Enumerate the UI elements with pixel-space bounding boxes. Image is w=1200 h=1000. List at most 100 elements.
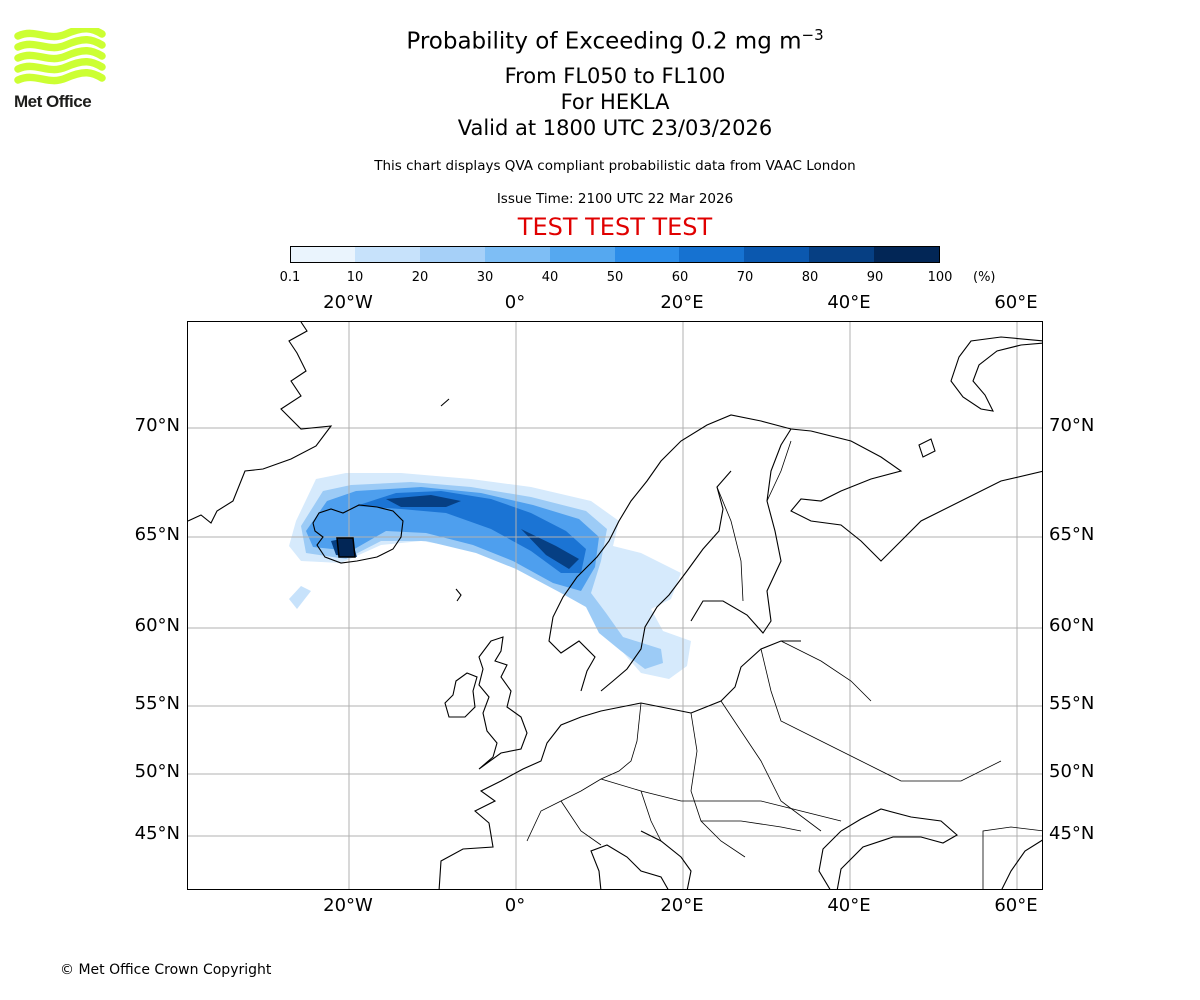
colorbar-tick-label: 0.1 (279, 270, 301, 285)
coast-iceland (312, 504, 404, 564)
colorbar-tick-label: 70 (736, 270, 754, 285)
colorbar-segment (614, 247, 680, 262)
border-1 (526, 702, 642, 842)
logo-wave-2 (14, 36, 106, 52)
border-10 (766, 440, 792, 502)
coast-jan-mayen (440, 398, 450, 407)
lon-label-bottom: 20°E (660, 895, 704, 916)
issue-time: Issue Time: 2100 UTC 22 Mar 2026 (496, 191, 734, 207)
colorbar-tick-label: 30 (476, 270, 494, 285)
coast-baltic (690, 640, 801, 714)
lat-label-left: 60°N (134, 615, 180, 636)
volcano-name: For HEKLA (560, 90, 670, 114)
graticule (188, 322, 1042, 889)
lon-label-top: 60°E (994, 292, 1038, 313)
logo-wave-3 (14, 47, 106, 63)
met-office-waves-icon (14, 25, 106, 85)
coastlines (188, 322, 1042, 889)
map-panel[interactable] (187, 321, 1043, 890)
colorbar-tick-label: 60 (671, 270, 689, 285)
lon-label-bottom: 40°E (827, 895, 871, 916)
logo-wave-4 (14, 58, 106, 74)
hekla-source-region (336, 537, 356, 558)
coast-finland (690, 428, 792, 634)
test-banner: TEST TEST TEST (517, 213, 713, 241)
colorbar-tick-label: 10 (346, 270, 364, 285)
colorbar-segment (549, 247, 615, 262)
lat-label-right: 45°N (1049, 823, 1095, 844)
chart-title: Probability of Exceeding 0.2 mg m−3 (0, 26, 1200, 55)
colorbar-tick-label: 20 (411, 270, 429, 285)
colorbar-segment (484, 247, 550, 262)
coast-kola (790, 430, 1042, 562)
coast-novaya-zemlya (950, 336, 1042, 412)
coast-sweden (600, 470, 732, 692)
lat-label-right: 65°N (1049, 524, 1095, 545)
colorbar-segment (419, 247, 485, 262)
colorbar-segment (354, 247, 420, 262)
colorbar-segment (679, 247, 745, 262)
lon-label-top: 40°E (827, 292, 871, 313)
colorbar-tick-label: 40 (541, 270, 559, 285)
lat-label-left: 65°N (134, 524, 180, 545)
border-11 (982, 826, 1042, 889)
colorbar-tick-label: 80 (801, 270, 819, 285)
coast-adriatic (640, 830, 692, 889)
colorbar-tick-label: 90 (866, 270, 884, 285)
colorbar-unit: (%) (973, 270, 996, 285)
plume-detached-patch (289, 586, 311, 609)
lon-label-bottom: 20°W (323, 895, 373, 916)
map-svg[interactable] (188, 322, 1043, 890)
coast-black-sea (818, 808, 958, 889)
border-5 (560, 800, 602, 846)
logo-wave-1 (14, 25, 106, 41)
lat-label-right: 50°N (1049, 761, 1095, 782)
lon-label-bottom: 60°E (994, 895, 1038, 916)
border-12 (701, 820, 802, 832)
lon-label-bottom: 0° (504, 895, 526, 916)
coast-faroes (455, 588, 462, 602)
coast-ireland (444, 672, 478, 718)
coast-great-britain (478, 636, 528, 770)
valid-time: Valid at 1800 UTC 23/03/2026 (457, 116, 773, 140)
colorbar-tick-label: 50 (606, 270, 624, 285)
coast-kolguev (918, 438, 936, 458)
coast-norway (548, 414, 812, 692)
colorbar-segment (874, 247, 940, 262)
border-2 (690, 712, 746, 858)
colorbar-segment (744, 247, 810, 262)
coast-greenland (188, 322, 333, 524)
border-4 (600, 778, 842, 822)
met-office-logo: Met Office (14, 25, 109, 113)
border-6 (640, 790, 662, 842)
colorbar (290, 246, 940, 263)
lat-label-left: 50°N (134, 761, 180, 782)
title-exponent: −3 (801, 26, 824, 44)
lat-label-right: 60°N (1049, 615, 1095, 636)
lat-label-right: 70°N (1049, 415, 1095, 436)
lat-label-right: 55°N (1049, 693, 1095, 714)
colorbar-tick-label: 100 (927, 270, 953, 285)
lat-label-left: 55°N (134, 693, 180, 714)
coast-caspian (1001, 839, 1042, 889)
lat-label-left: 45°N (134, 823, 180, 844)
colorbar-segment (809, 247, 875, 262)
coast-europe-west (438, 702, 692, 889)
coast-italy (590, 844, 669, 889)
lon-label-top: 0° (504, 292, 526, 313)
copyright: © Met Office Crown Copyright (60, 962, 272, 978)
border-8 (780, 640, 872, 702)
flight-level-range: From FL050 to FL100 (504, 64, 726, 88)
title-main: Probability of Exceeding 0.2 mg m (406, 28, 802, 55)
border-9 (716, 486, 744, 602)
lon-label-top: 20°W (323, 292, 373, 313)
logo-text: Met Office (14, 92, 92, 111)
border-7 (760, 648, 1002, 782)
chart-description: This chart displays QVA compliant probab… (374, 158, 856, 174)
country-borders (526, 440, 1042, 889)
lon-label-top: 20°E (660, 292, 704, 313)
colorbar-segment (291, 247, 355, 262)
logo-wave-5 (14, 69, 106, 85)
border-3 (720, 700, 822, 832)
lat-label-left: 70°N (134, 415, 180, 436)
